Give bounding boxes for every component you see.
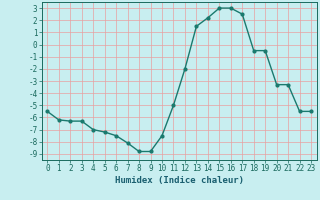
X-axis label: Humidex (Indice chaleur): Humidex (Indice chaleur) [115,176,244,185]
